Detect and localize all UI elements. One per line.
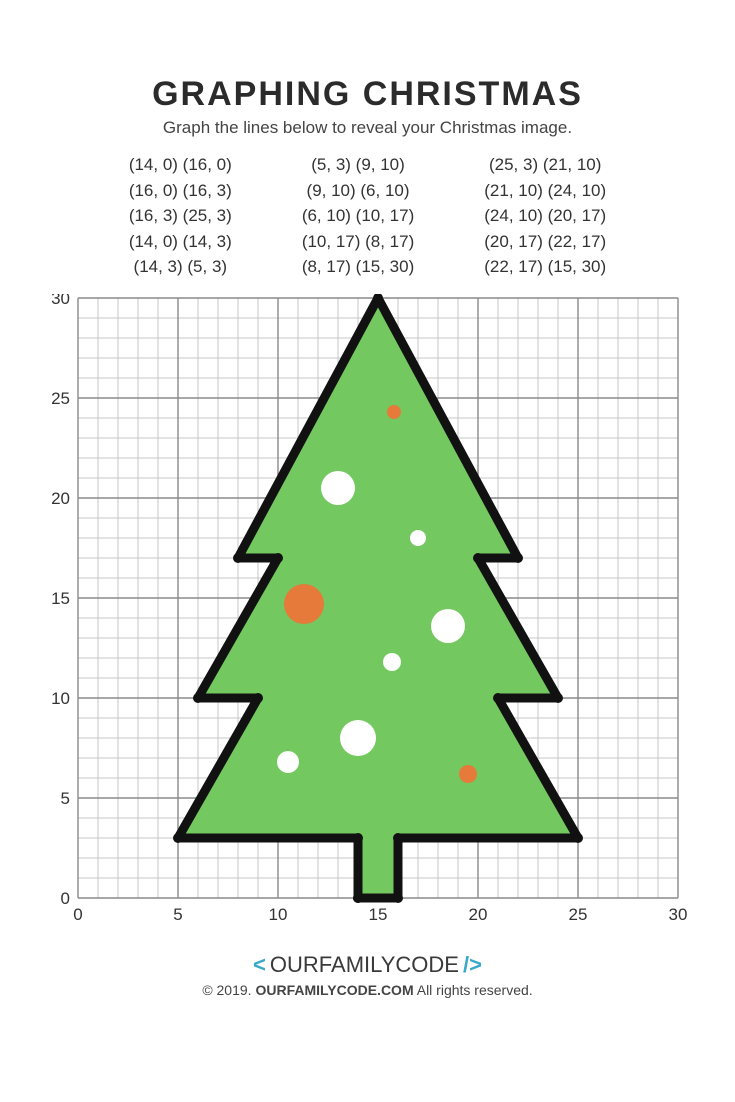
copyright-pre: © 2019.: [202, 982, 255, 998]
brand-text: OURFAMILYCODE: [270, 952, 459, 978]
coord-col-3: (25, 3) (21, 10) (21, 10) (24, 10) (24, …: [484, 152, 606, 280]
coord-pair: (5, 3) (9, 10): [311, 152, 405, 178]
coord-col-1: (14, 0) (16, 0) (16, 0) (16, 3) (16, 3) …: [129, 152, 232, 280]
brand-logo: < OURFAMILYCODE />: [253, 952, 482, 978]
angle-bracket-open-icon: <: [253, 952, 266, 978]
page-title: GRAPHING CHRISTMAS: [152, 75, 583, 114]
coord-pair: (20, 17) (22, 17): [484, 229, 606, 255]
svg-text:10: 10: [268, 905, 287, 924]
coord-pair: (16, 0) (16, 3): [129, 178, 232, 204]
coord-pair: (16, 3) (25, 3): [129, 203, 232, 229]
coord-pair: (10, 17) (8, 17): [302, 229, 414, 255]
angle-bracket-close-icon: />: [463, 952, 482, 978]
coord-pair: (14, 0) (16, 0): [129, 152, 232, 178]
svg-text:5: 5: [173, 905, 182, 924]
svg-text:20: 20: [468, 905, 487, 924]
svg-text:30: 30: [668, 905, 687, 924]
svg-text:15: 15: [368, 905, 387, 924]
svg-text:15: 15: [51, 589, 70, 608]
svg-text:25: 25: [568, 905, 587, 924]
svg-text:0: 0: [73, 905, 82, 924]
copyright-text: © 2019. OURFAMILYCODE.COM All rights res…: [202, 982, 532, 998]
coordinate-list: (14, 0) (16, 0) (16, 0) (16, 3) (16, 3) …: [129, 152, 606, 280]
page-subtitle: Graph the lines below to reveal your Chr…: [163, 118, 572, 138]
svg-text:0: 0: [60, 889, 69, 908]
coordinate-chart: 0 5 10 15 20 25 30 0 5 10 15 20 25 30: [48, 294, 688, 934]
coord-pair: (22, 17) (15, 30): [484, 254, 606, 280]
chart-svg: 0 5 10 15 20 25 30 0 5 10 15 20 25 30: [48, 294, 688, 934]
coord-col-2: (5, 3) (9, 10) (9, 10) (6, 10) (6, 10) (…: [302, 152, 414, 280]
coord-pair: (9, 10) (6, 10): [307, 178, 410, 204]
coord-pair: (8, 17) (15, 30): [302, 254, 414, 280]
svg-text:20: 20: [51, 489, 70, 508]
svg-text:30: 30: [51, 294, 70, 308]
coord-pair: (6, 10) (10, 17): [302, 203, 414, 229]
copyright-site: OURFAMILYCODE.COM: [255, 982, 413, 998]
svg-text:5: 5: [60, 789, 69, 808]
svg-text:25: 25: [51, 389, 70, 408]
coord-pair: (25, 3) (21, 10): [489, 152, 601, 178]
coord-pair: (14, 0) (14, 3): [129, 229, 232, 255]
coord-pair: (24, 10) (20, 17): [484, 203, 606, 229]
svg-text:10: 10: [51, 689, 70, 708]
coord-pair: (21, 10) (24, 10): [484, 178, 606, 204]
coord-pair: (14, 3) (5, 3): [134, 254, 228, 280]
copyright-post: All rights reserved.: [414, 982, 533, 998]
